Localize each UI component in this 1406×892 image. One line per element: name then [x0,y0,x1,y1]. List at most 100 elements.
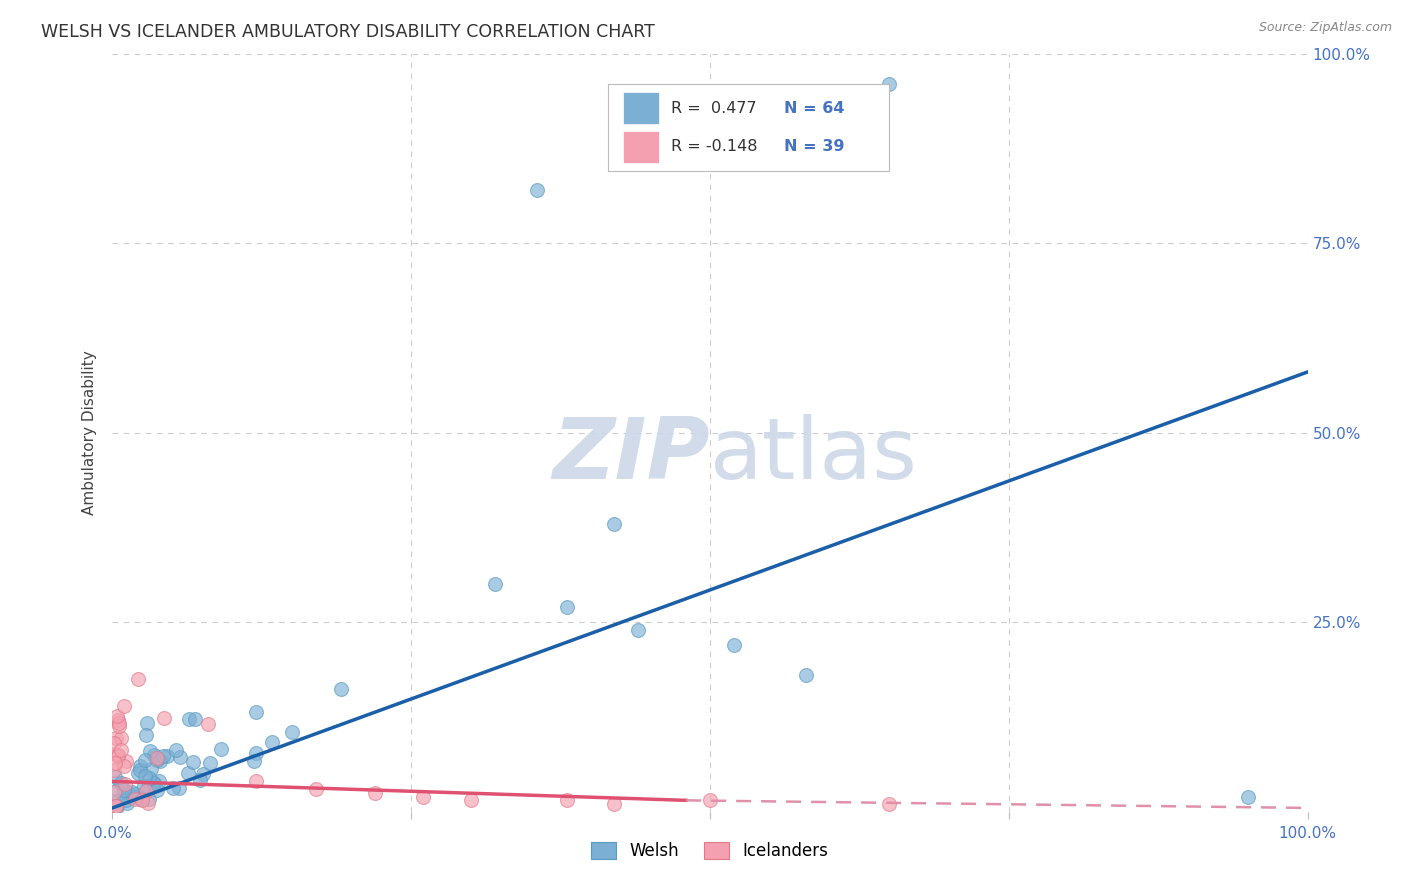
Point [117,785,139,799]
Point [184,712,207,726]
Point [245,747,267,761]
Point [162,780,184,795]
Bar [623,131,658,162]
Point [188,772,211,787]
Text: R =  0.477: R = 0.477 [671,101,756,116]
Point [129,763,152,777]
Point [555,600,578,615]
Point [105,794,128,808]
Point [280,725,302,739]
Point [555,793,578,807]
Point [191,767,214,781]
Point [138,772,160,786]
Legend: Welsh, Icelanders: Welsh, Icelanders [592,842,828,860]
Point [105,731,128,745]
Point [120,789,142,804]
Point [153,711,176,725]
Point [245,705,267,719]
Point [110,731,132,745]
Point [262,735,284,749]
Point [114,777,136,791]
Point [112,782,135,797]
Point [526,183,548,197]
Text: N = 64: N = 64 [785,101,845,116]
Point [135,728,157,742]
Point [245,774,267,789]
Point [146,750,169,764]
Point [131,792,153,806]
Point [794,668,817,682]
Point [105,709,128,723]
Y-axis label: Ambulatory Disability: Ambulatory Disability [82,351,97,515]
Point [112,758,135,772]
Point [879,797,901,812]
Point [105,782,128,797]
Point [603,797,626,812]
Point [329,682,352,697]
Point [138,796,160,810]
Point [209,742,232,756]
Point [152,748,174,763]
Point [145,753,167,767]
Point [305,781,328,797]
Point [181,756,204,770]
Point [603,516,626,531]
Point [128,791,150,805]
Point [115,792,138,806]
Point [138,780,160,794]
Point [166,743,188,757]
Point [124,787,146,801]
Point [134,753,156,767]
Point [121,785,143,799]
Point [129,758,152,772]
Point [104,747,127,761]
Point [134,769,156,783]
Point [141,763,163,777]
Point [121,789,143,803]
Point [364,786,387,800]
Point [243,754,266,768]
Point [484,577,506,591]
Point [156,749,179,764]
Text: WELSH VS ICELANDER AMBULATORY DISABILITY CORRELATION CHART: WELSH VS ICELANDER AMBULATORY DISABILITY… [41,23,655,41]
Point [723,638,745,652]
Point [177,765,200,780]
Point [169,750,191,764]
Text: Source: ZipAtlas.com: Source: ZipAtlas.com [1258,21,1392,34]
Point [197,717,219,731]
Point [145,783,167,797]
Point [879,77,901,91]
Text: N = 39: N = 39 [785,139,845,154]
Point [110,776,132,790]
Point [108,716,131,731]
Point [136,716,159,731]
Point [104,770,127,784]
Point [105,799,128,814]
Point [115,796,138,810]
Point [103,756,125,770]
Point [699,793,721,807]
Point [143,748,166,763]
Point [138,791,160,805]
Point [110,743,132,757]
Point [412,789,434,804]
Point [135,784,157,798]
Point [148,774,170,789]
Point [103,785,125,799]
Point [149,754,172,768]
FancyBboxPatch shape [609,84,889,171]
Point [128,766,150,780]
Point [460,793,482,807]
Point [179,712,201,726]
Bar [623,93,658,124]
Point [127,672,149,686]
Point [124,792,146,806]
Point [167,780,190,795]
Point [103,736,125,750]
Point [198,756,221,770]
Point [129,791,152,805]
Point [103,763,125,777]
Point [1237,789,1260,804]
Point [139,744,162,758]
Text: R = -0.148: R = -0.148 [671,139,756,154]
